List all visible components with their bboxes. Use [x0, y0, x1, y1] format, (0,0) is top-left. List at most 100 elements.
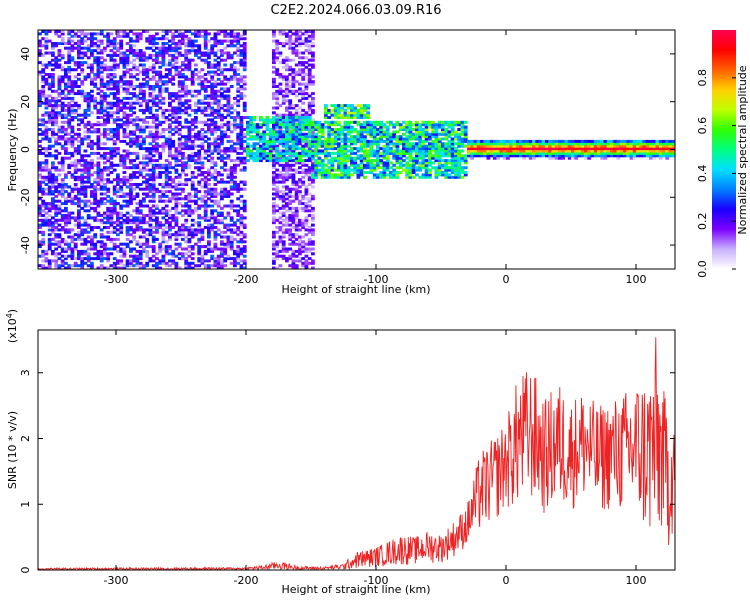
spectrogram-cell: [203, 46, 208, 50]
spectrogram-cell: [93, 61, 98, 65]
spectrogram-cell: [161, 63, 166, 67]
spectrogram-cell: [161, 261, 166, 265]
spectrogram-cell: [44, 266, 49, 269]
spectrogram-cell: [259, 144, 263, 148]
spectrogram-cell: [272, 30, 276, 33]
spectrogram-cell: [158, 37, 163, 41]
spectrogram-cell: [239, 233, 244, 237]
spectrogram-cell: [194, 230, 198, 234]
spectrogram-cell: [145, 116, 150, 119]
spectrogram-cell: [106, 156, 111, 160]
spectrogram-cell: [44, 137, 49, 141]
spectrogram-cell: [80, 56, 85, 60]
spectrogram-cell: [272, 34, 276, 38]
spectrogram-cell: [142, 197, 146, 201]
spectrogram-cell: [236, 245, 241, 249]
spectrogram-cell: [229, 111, 234, 115]
spectrogram-cell: [106, 211, 111, 215]
spectrogram-cell: [194, 111, 198, 115]
spectrogram-cell: [288, 116, 293, 119]
spectrogram-cell: [272, 128, 276, 131]
spectrogram-cell: [174, 183, 179, 186]
spectrogram-cell: [38, 144, 42, 148]
spectrogram-cell: [220, 235, 224, 239]
spectrogram-cell: [369, 132, 374, 136]
spectrogram-cell: [57, 137, 62, 141]
spectrogram-cell: [83, 228, 88, 232]
spectrogram-cell: [197, 166, 202, 170]
spectrogram-cell: [291, 118, 296, 122]
spectrogram-cell: [275, 190, 280, 194]
spectrogram-cell: [177, 159, 182, 163]
spectrogram-cell: [47, 233, 52, 237]
spectrogram-cell: [268, 142, 273, 146]
spectrogram-cell: [281, 185, 286, 189]
spectrogram-cell: [337, 113, 341, 117]
spectrogram-cell: [70, 247, 75, 251]
spectrogram-cell: [80, 113, 85, 117]
spectrogram-cell: [80, 89, 85, 93]
spectrogram-cell: [67, 228, 72, 232]
spectrogram-cell: [242, 156, 247, 160]
spectrogram-cell: [171, 92, 176, 96]
spectrogram-cell: [190, 73, 195, 76]
spectrogram-cell: [242, 37, 247, 41]
spectrogram-cell: [236, 226, 241, 229]
spectrogram-cell: [262, 156, 267, 160]
spectrogram-cell: [298, 37, 302, 41]
spectrogram-cell: [233, 264, 237, 268]
spectrogram-cell: [207, 106, 211, 110]
spectrogram-cell: [213, 233, 218, 237]
spectrogram-cell: [207, 149, 211, 153]
spectrogram-cell: [99, 245, 104, 249]
spectrogram-cell: [220, 73, 224, 76]
spectrogram-cell: [93, 101, 98, 105]
spectrogram-cell: [307, 226, 312, 229]
spectrogram-cell: [177, 108, 182, 112]
spectrogram-cell: [90, 264, 94, 268]
spectrogram-cell: [47, 101, 52, 105]
spectrogram-cell: [44, 223, 49, 227]
spectrogram-cell: [213, 178, 218, 182]
spectrogram-cell: [129, 144, 133, 148]
spectrogram-cell: [291, 206, 296, 210]
spectrogram-cell: [194, 161, 198, 165]
spectrogram-cell: [223, 132, 228, 136]
spectrogram-cell: [112, 206, 117, 210]
spectrogram-cell: [285, 163, 289, 167]
spectrogram-cell: [220, 53, 224, 57]
spectrogram-cell: [294, 242, 299, 246]
spectrogram-cell: [60, 130, 65, 134]
spectrogram-cell: [210, 173, 215, 177]
spectrogram-cell: [70, 240, 75, 244]
spectrogram-cell: [294, 144, 299, 148]
spectrogram-cell: [106, 257, 111, 261]
spectrogram-cell: [129, 30, 133, 33]
spectrogram-cell: [207, 85, 211, 88]
spectrogram-cell: [122, 214, 127, 217]
spectrogram-cell: [337, 166, 341, 170]
spectrogram-cell: [298, 44, 302, 48]
spectrogram-cell: [236, 77, 241, 81]
spectrogram-cell: [109, 218, 114, 222]
spectrogram-cell: [311, 209, 315, 213]
spectrogram-cell: [60, 92, 65, 96]
spectrogram-cell: [324, 171, 328, 174]
spectrogram-cell: [77, 230, 81, 234]
spectrogram-cell: [229, 206, 234, 210]
spectrogram-cell: [129, 130, 133, 134]
spectrogram-cell: [99, 80, 104, 84]
spectrogram-cell: [51, 252, 55, 256]
spectrogram-cell: [239, 214, 244, 217]
spectrogram-cell: [301, 96, 306, 100]
spectrogram-cell: [304, 132, 309, 136]
spectrogram-cell: [60, 137, 65, 141]
spectrogram-cell: [67, 139, 72, 143]
spectrogram-cell: [369, 154, 374, 158]
spectrogram-cell: [272, 235, 276, 239]
spectrogram-cell: [353, 166, 358, 170]
spectrogram-cell: [210, 106, 215, 110]
spectrogram-cell: [161, 235, 166, 239]
spectrogram-cell: [168, 154, 172, 158]
spectrogram-cell: [116, 87, 120, 91]
